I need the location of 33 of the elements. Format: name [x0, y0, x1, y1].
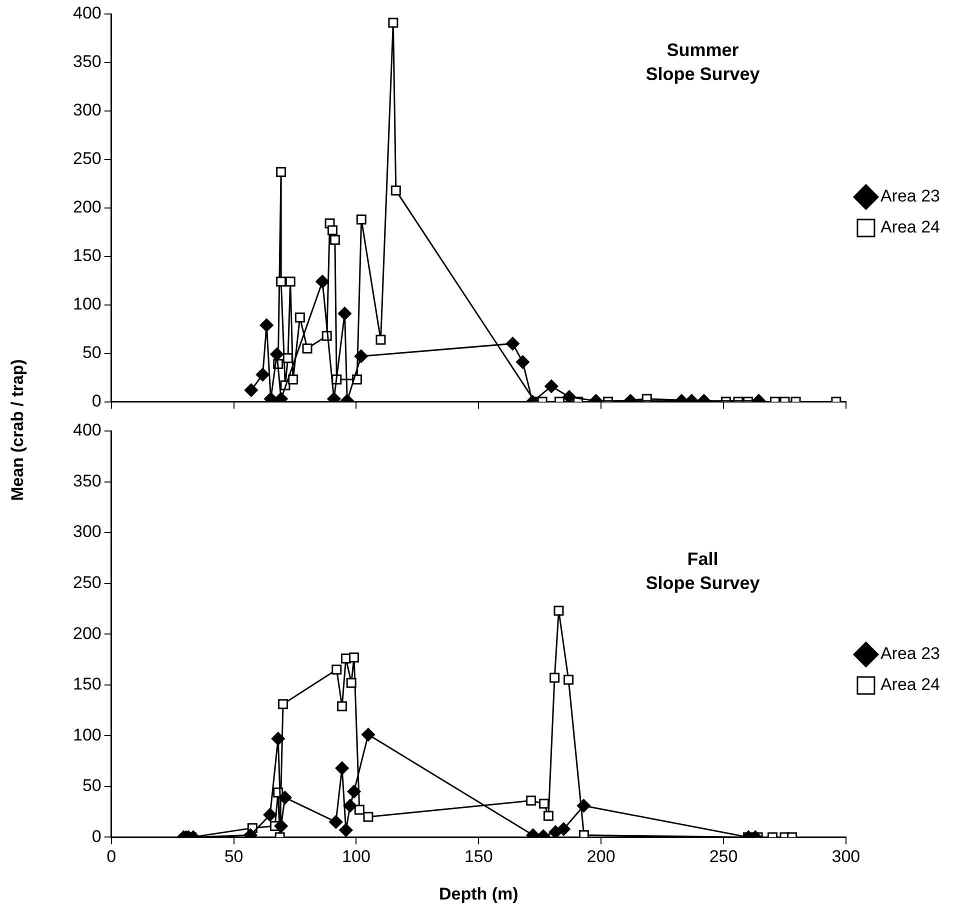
y-tick-label: 100 [72, 725, 102, 744]
y-tick-label: 0 [92, 826, 102, 846]
x-tick-label: 0 [106, 847, 116, 866]
legend-label: Area 23 [880, 186, 940, 206]
y-tick-label: 150 [72, 246, 102, 266]
y-tick-label: 400 [72, 4, 102, 23]
legend-label: Area 24 [880, 675, 940, 694]
text: Summer Slope Survey [646, 40, 760, 84]
y-tick-label: 200 [72, 198, 102, 217]
x-tick-label: 300 [832, 847, 860, 866]
y-tick-label: 400 [72, 420, 102, 440]
legend-label: Area 24 [880, 218, 940, 237]
y-axis-title: Mean (crab / trap) [8, 359, 28, 501]
x-tick-label: 150 [464, 847, 493, 866]
y-tick-label: 250 [72, 573, 102, 592]
y-tick-label: 300 [72, 100, 102, 120]
y-tick-label: 50 [82, 343, 102, 362]
y-tick-label: 100 [72, 294, 102, 314]
y-tick-label: 0 [92, 391, 102, 410]
y-tick-label: 350 [72, 471, 102, 490]
y-tick-label: 150 [72, 674, 102, 694]
y-tick-label: 200 [72, 624, 102, 643]
x-tick-label: 250 [709, 847, 738, 866]
text: Fall Slope Survey [646, 548, 760, 593]
y-tick-label: 250 [72, 149, 102, 168]
x-tick-label: 200 [586, 847, 616, 866]
x-axis-title: Depth (m) [438, 884, 518, 904]
x-tick-label: 100 [342, 847, 370, 866]
legend-label: Area 23 [880, 644, 940, 664]
x-tick-label: 50 [224, 847, 244, 866]
y-tick-label: 350 [72, 52, 102, 72]
y-tick-label: 50 [82, 776, 102, 796]
y-tick-label: 300 [72, 522, 102, 542]
